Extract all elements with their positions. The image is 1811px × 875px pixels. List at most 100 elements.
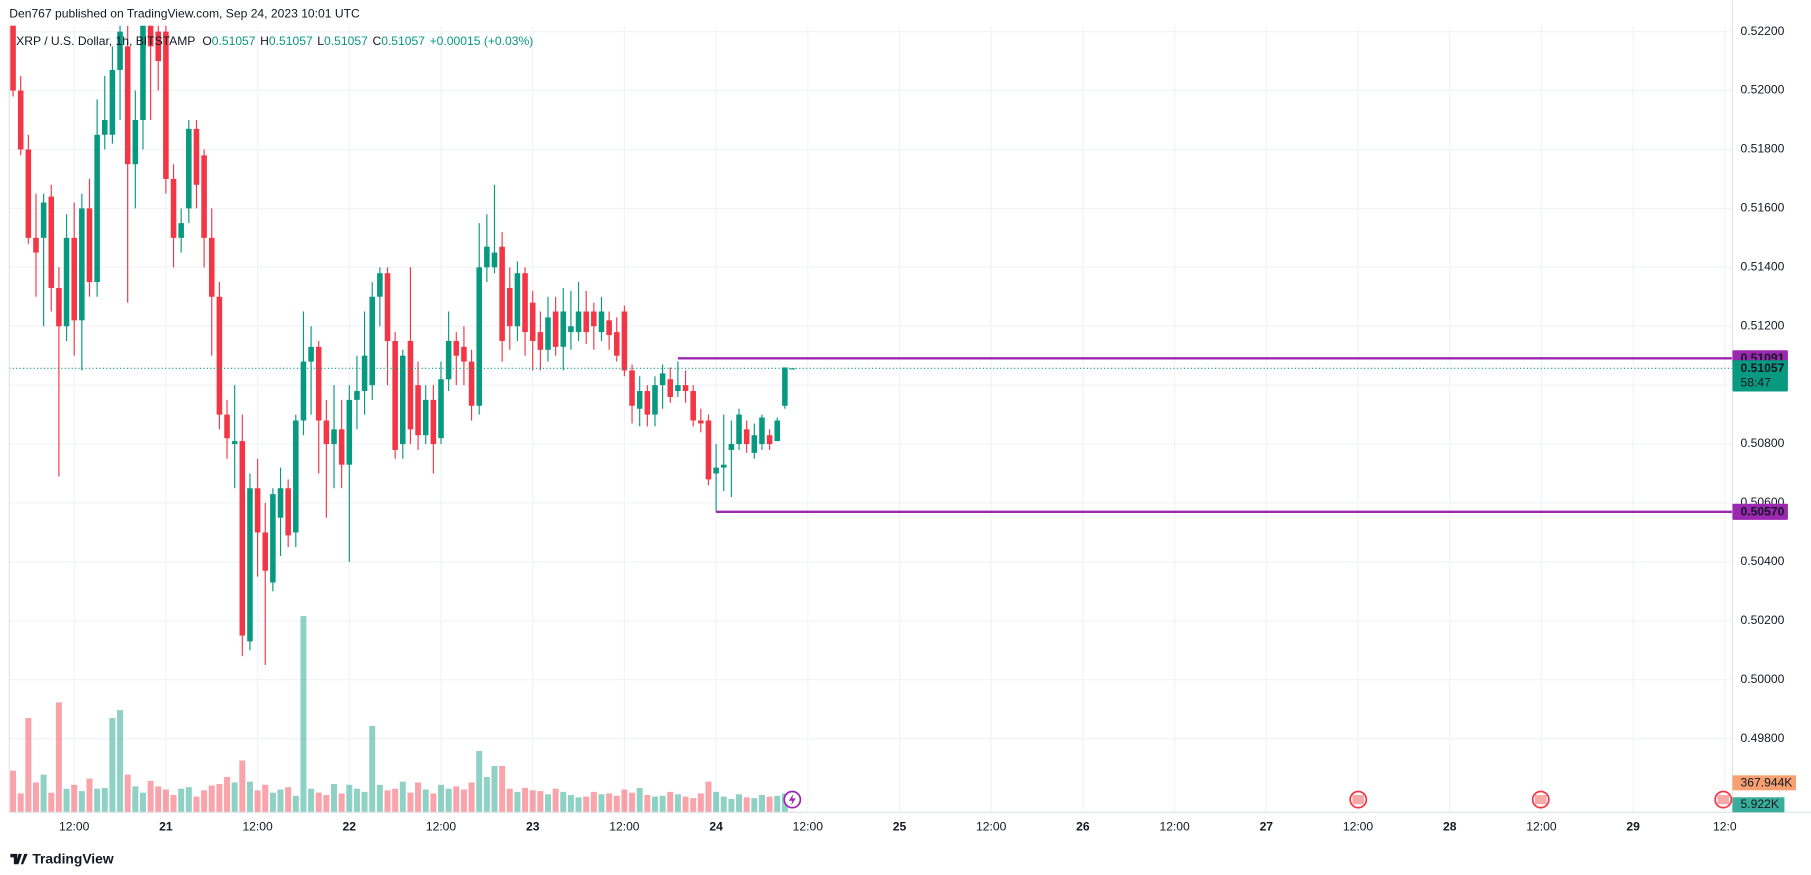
volume-bar [682, 796, 689, 813]
candle-body [751, 435, 758, 453]
volume-bar [25, 718, 32, 813]
candle-body [552, 311, 559, 347]
y-tick-label: 0.51400 [1741, 260, 1785, 274]
candle-body [201, 155, 207, 238]
volume-bar [575, 797, 582, 813]
candle-body [155, 31, 162, 62]
candle-body [79, 208, 85, 321]
candle-body [208, 237, 215, 297]
volume-bar [17, 793, 24, 813]
candle-body [170, 178, 177, 238]
volume-bar [48, 792, 55, 813]
candle-body [782, 367, 788, 406]
candle-body [583, 311, 589, 333]
footer-brand: TradingView [32, 850, 114, 866]
flag-icon[interactable] [1531, 790, 1550, 809]
volume-bar [560, 791, 567, 813]
candle-body [193, 128, 200, 185]
volume-bar [201, 790, 208, 813]
volume-bar [667, 791, 674, 813]
legend-label: L [317, 34, 324, 48]
candle-body [338, 429, 345, 465]
volume-bar [376, 784, 383, 813]
volume-bar [659, 795, 666, 813]
candle-body [163, 31, 169, 179]
legend-value: 0.51057 [269, 34, 313, 48]
candle-body [262, 532, 269, 571]
candle-body [63, 237, 70, 327]
volume-bar [162, 789, 169, 813]
volume-bar [109, 718, 116, 813]
candle-body [17, 90, 24, 150]
candle-body [713, 467, 719, 474]
candle-body [308, 346, 314, 362]
volume-bar [331, 784, 338, 813]
candle-body [445, 340, 452, 380]
y-tick-label: 0.51800 [1741, 142, 1785, 156]
volume-bar [392, 788, 399, 813]
volume-bar [78, 791, 85, 813]
volume-bar [300, 615, 307, 813]
volume-bar [246, 781, 253, 813]
x-tick-label: 12:00 [793, 820, 824, 834]
y-tick-label: 0.50400 [1741, 554, 1785, 568]
x-tick-label: 21 [159, 820, 173, 834]
volume-bar [629, 792, 636, 813]
candle-body [743, 429, 750, 445]
candle-body [285, 488, 291, 536]
candle-body [606, 320, 612, 336]
candle-body [224, 414, 230, 439]
countdown: 58:47 [1741, 376, 1772, 390]
volume-bar [766, 796, 773, 813]
candle-body [315, 346, 322, 421]
candle-body [140, 25, 146, 121]
candle-body [499, 246, 505, 341]
last-price-label: 0.51057 [1741, 361, 1785, 375]
volume-bar [32, 782, 39, 813]
legend-label: O [202, 34, 211, 48]
x-tick-label: 22 [343, 820, 357, 834]
candle-body [629, 370, 635, 406]
x-tick-label: 12:00 [1526, 820, 1557, 834]
candle-body [407, 340, 414, 430]
y-tick-label: 0.50800 [1741, 436, 1785, 450]
candle-body [331, 429, 337, 445]
volume-last-label: 5.922K [1741, 797, 1779, 811]
x-tick-label: 12:0 [1713, 820, 1737, 834]
candle-body [491, 252, 498, 268]
volume-bar [254, 790, 261, 813]
candle-body [568, 326, 574, 333]
x-tick-label: 12:00 [1159, 820, 1190, 834]
candle-body [728, 444, 735, 450]
volume-bar [285, 787, 292, 813]
candle-body [591, 311, 597, 327]
candle-body [132, 120, 139, 165]
volume-bar [651, 796, 658, 813]
flag-icon[interactable] [1714, 790, 1733, 809]
candle-body [636, 391, 643, 409]
volume-bar [758, 795, 765, 813]
candle-body [461, 346, 467, 362]
volume-last-tag [1732, 797, 1785, 813]
volume-bar [216, 784, 223, 813]
legend-value: 0.51057 [212, 34, 256, 48]
candle-body [468, 361, 475, 406]
legend-label: H [260, 34, 269, 48]
y-tick-label: 0.49800 [1741, 731, 1785, 745]
volume-bar [239, 760, 246, 813]
logo [10, 853, 28, 865]
volume-bar [491, 765, 498, 813]
volume-bar [522, 787, 529, 813]
volume-bar [124, 774, 131, 813]
candle-body [598, 311, 605, 333]
candle-body [537, 332, 544, 350]
candle-body [247, 488, 253, 642]
volume-bar [353, 788, 360, 813]
volume-bar [506, 788, 513, 813]
legend-value: 0.51057 [324, 34, 368, 48]
volume-ma-label: 367.944K [1741, 776, 1793, 790]
candle-body [682, 385, 689, 392]
volume-bar [437, 784, 445, 813]
volume-bar [269, 792, 276, 813]
flag-icon[interactable] [1349, 790, 1368, 809]
